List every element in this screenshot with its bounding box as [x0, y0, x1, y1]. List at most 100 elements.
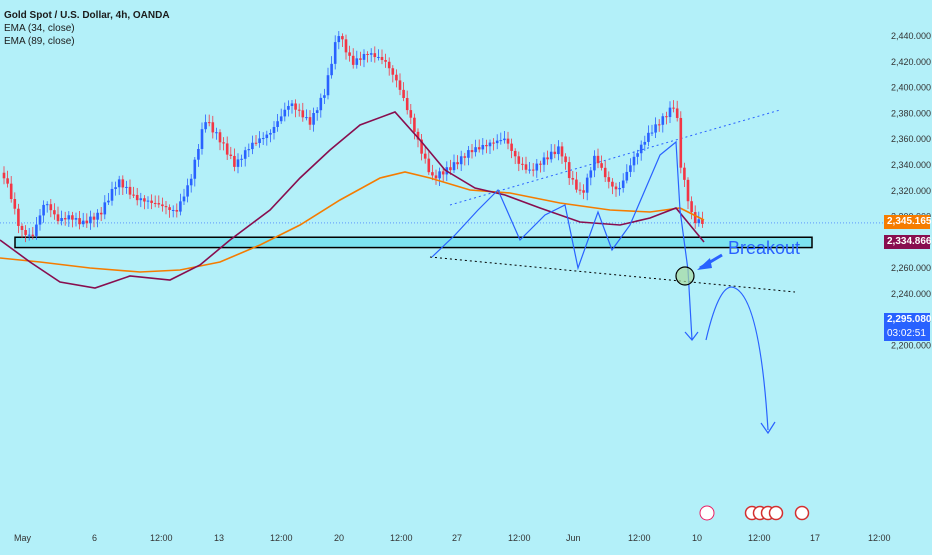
y-tick-label: 2,340.000: [891, 160, 931, 170]
candle-body: [611, 181, 614, 187]
candle-body: [380, 56, 384, 61]
legend-ema-slow: EMA (89, close): [4, 36, 75, 47]
candle-body: [690, 201, 693, 213]
x-tick-label: 6: [92, 533, 97, 543]
candle-body: [600, 163, 603, 168]
candle-body: [629, 165, 632, 172]
candle-body: [204, 122, 207, 130]
candle-body: [499, 140, 503, 142]
candle-body: [488, 142, 492, 147]
candle-body: [549, 151, 553, 160]
candle-body: [67, 215, 71, 220]
y-tick-label: 2,240.000: [891, 289, 931, 299]
candle-body: [128, 186, 132, 195]
ema-fast-line: [0, 111, 705, 289]
candle-body: [596, 155, 600, 164]
candle-body: [672, 107, 675, 109]
x-tick-label: 10: [692, 533, 702, 543]
candle-body: [179, 201, 182, 212]
candle-body: [110, 188, 114, 201]
candle-body: [290, 103, 294, 106]
y-tick-label: 2,360.000: [891, 134, 931, 144]
candle-body: [416, 131, 420, 140]
candle-body: [391, 68, 395, 75]
candle-body: [423, 153, 427, 159]
candle-body: [524, 164, 528, 170]
candle-body: [71, 215, 74, 220]
candle-body: [49, 204, 53, 211]
candle-body: [107, 200, 110, 203]
candle-body: [153, 202, 157, 204]
candle-body: [297, 109, 301, 111]
candle-body: [636, 153, 639, 157]
candle-body: [42, 204, 45, 216]
candle-body: [117, 179, 121, 188]
x-tick-label: 12:00: [508, 533, 531, 543]
candle-body: [614, 186, 618, 190]
candle-body: [200, 129, 204, 149]
candle-body: [161, 204, 164, 207]
ema-slow-line: [0, 171, 705, 273]
lower-trendline: [429, 256, 796, 293]
candle-body: [420, 139, 423, 154]
candle-body: [31, 234, 35, 236]
candle-body: [521, 163, 524, 165]
candle-body: [567, 162, 571, 179]
candle-body: [589, 170, 593, 178]
candle-body: [20, 225, 24, 231]
candle-body: [99, 212, 103, 215]
y-tick-label: 2,260.000: [891, 263, 931, 273]
candle-body: [503, 138, 506, 141]
candle-body: [467, 150, 470, 158]
candle-body: [582, 190, 585, 193]
breakout-annotation: Breakout: [728, 238, 801, 258]
candle-body: [668, 107, 672, 118]
candle-body: [218, 132, 222, 143]
candle-body: [171, 209, 175, 211]
candle-body: [333, 42, 337, 64]
candle-body: [686, 179, 690, 202]
candle-body: [665, 116, 668, 118]
candle-body: [632, 156, 636, 166]
candle-body: [506, 138, 510, 144]
candle-body: [481, 144, 485, 150]
candle-body: [359, 58, 362, 60]
candle-body: [121, 179, 125, 188]
candle-body: [103, 202, 107, 215]
candle-body: [463, 156, 467, 158]
candle-body: [182, 196, 186, 202]
projection-curve: [705, 286, 769, 431]
candle-body: [283, 109, 287, 117]
candle-body: [449, 167, 452, 171]
candle-body: [211, 122, 215, 133]
candle-body: [647, 132, 650, 142]
candle-body: [78, 218, 81, 225]
candle-body: [693, 212, 697, 224]
candle-body: [657, 124, 661, 126]
y-tick-label: 2,420.000: [891, 57, 931, 67]
x-tick-label: 20: [334, 533, 344, 543]
candle-body: [258, 138, 261, 144]
candle-body: [315, 110, 319, 113]
zigzag-pattern: [431, 140, 693, 341]
candle-body: [625, 171, 629, 181]
upper-trendline: [449, 109, 781, 206]
candle-body: [456, 162, 459, 165]
legend-symbol: Gold Spot / U.S. Dollar, 4h, OANDA: [4, 10, 170, 21]
candle-body: [427, 158, 431, 173]
x-tick-label: 17: [810, 533, 820, 543]
candle-body: [323, 95, 326, 98]
candle-body: [189, 178, 193, 186]
candle-body: [164, 206, 168, 208]
candle-body: [546, 157, 549, 160]
candle-body: [575, 179, 578, 190]
candle-body: [477, 147, 481, 150]
candle-body: [355, 58, 359, 65]
candle-body: [517, 156, 521, 164]
candle-body: [13, 199, 17, 209]
candle-body: [222, 142, 225, 144]
candle-body: [96, 212, 99, 220]
candle-body: [168, 207, 171, 211]
